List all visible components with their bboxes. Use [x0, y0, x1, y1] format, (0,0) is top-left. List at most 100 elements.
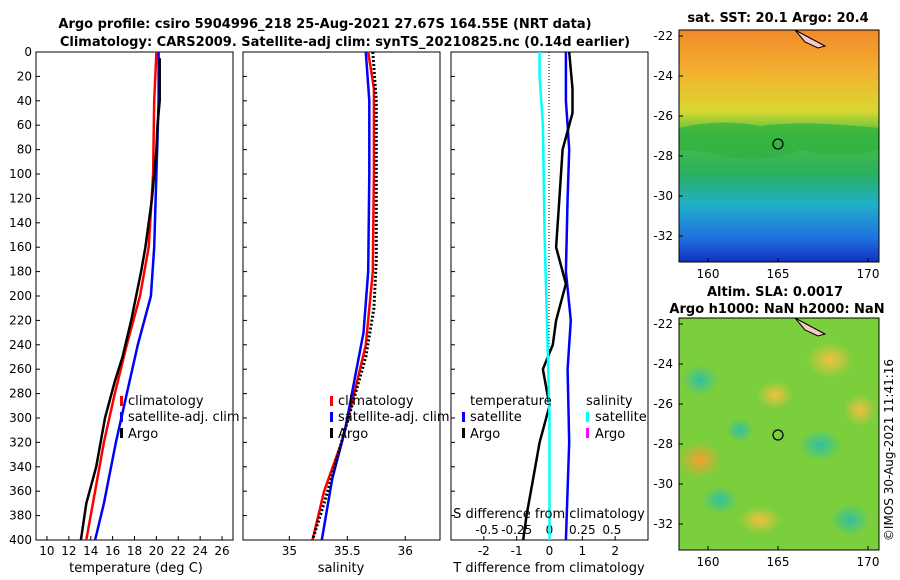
sla-map-title-1: Altim. SLA: 0.0017: [707, 285, 843, 300]
temperature-diff-legend: temperature satellite Argo: [462, 394, 552, 442]
x-tick-label: 24: [193, 544, 208, 558]
legend-swatch-satellite: [330, 412, 333, 422]
series-line: [320, 51, 371, 541]
legend-swatch-satellite: [120, 412, 123, 422]
temperature-xlabel: temperature (deg C): [69, 561, 203, 576]
series-line: [564, 52, 573, 541]
sst-map-frame: [678, 29, 880, 263]
x-tick-label: 16: [105, 544, 120, 558]
map-y-tick-label: -22: [653, 29, 673, 43]
x-tick-label: 35: [282, 544, 297, 558]
x2-tick-label: 0.5: [602, 523, 621, 537]
legend-swatch-climatology: [120, 396, 123, 406]
sst-land: [794, 29, 827, 49]
salinity-axes: [242, 51, 441, 541]
x-tick-label: 14: [83, 544, 98, 558]
x-tick-label: 26: [214, 544, 229, 558]
y-tick-label: 340: [9, 460, 32, 474]
sla-map-title-2: Argo h1000: NaN h2000: NaN: [669, 302, 884, 317]
sla-land: [794, 317, 827, 337]
salinity-legend: climatology satellite-adj. clim Argo: [330, 394, 450, 442]
t-difference-xlabel: T difference from climatology: [452, 561, 645, 576]
series-line: [538, 52, 551, 540]
x2-tick-label: -0.25: [501, 523, 532, 537]
y-tick-label: 200: [9, 289, 32, 303]
series-line: [521, 51, 574, 541]
map-y-tick-label: -32: [653, 517, 673, 531]
y-tick-label: 140: [9, 216, 32, 230]
map-x-tick-label: 170: [857, 267, 880, 281]
map-y-tick-label: -28: [653, 437, 673, 451]
legend-argo: Argo: [338, 427, 368, 442]
series-line: [85, 51, 158, 541]
legend-climatology: climatology: [128, 394, 204, 409]
x-tick-label: 35.5: [334, 544, 361, 558]
map-x-tick-label: 160: [697, 267, 720, 281]
legend-temperature-title: temperature: [470, 394, 552, 409]
legend-t-argo: Argo: [470, 427, 500, 442]
legend-satellite: satellite-adj. clim: [128, 410, 240, 425]
map-y-tick-label: -24: [653, 69, 673, 83]
salinity-panel: 35 35.5 36 salinity climatology satellite-…: [242, 51, 450, 576]
legend-t-satellite: satellite: [470, 410, 522, 425]
legend-argo: Argo: [128, 427, 158, 442]
x-tick-label: -2: [478, 544, 490, 558]
difference-panel: -2 -1 0 1 2 -0.5 -0.25 0 0.25 0.5 T difference f…: [450, 51, 649, 576]
sla-argo-location: [772, 429, 784, 441]
salinity-xlabel: salinity: [318, 561, 365, 576]
map-x-tick-label: 165: [767, 267, 790, 281]
x-tick-label: -1: [511, 544, 523, 558]
map-y-tick-label: -24: [653, 357, 673, 371]
sst-front: [679, 122, 879, 159]
y-tick-label: 160: [9, 240, 32, 254]
y-tick-label: 0: [24, 45, 32, 59]
imos-stamp: ©IMOS 30-Aug-2021 11:41:16: [882, 359, 896, 541]
y-tick-label: 220: [9, 313, 32, 327]
y-tick-label: 320: [9, 435, 32, 449]
map-y-tick-label: -26: [653, 109, 673, 123]
legend-swatch-s-argo: [586, 428, 589, 438]
x-tick-label: 1: [579, 544, 587, 558]
sla-map-frame: [678, 317, 880, 551]
temperature-legend: climatology satellite-adj. clim Argo: [120, 394, 240, 442]
y-tick-label: 300: [9, 411, 32, 425]
map-y-tick-label: -22: [653, 317, 673, 331]
series-line: [93, 52, 160, 541]
y-tick-label: 120: [9, 191, 32, 205]
series-line: [311, 51, 376, 541]
salinity-diff-legend: salinity satellite Argo: [586, 394, 647, 442]
sla-map: Altim. SLA: 0.0017 Argo h1000: NaN h2000…: [653, 285, 884, 569]
sst-argo-location: [772, 138, 784, 150]
map-y-tick-label: -32: [653, 229, 673, 243]
map-y-tick-label: -28: [653, 149, 673, 163]
y-tick-label: 20: [17, 69, 32, 83]
s-difference-xlabel: S difference from climatology: [453, 507, 645, 522]
x-tick-label: 12: [61, 544, 76, 558]
y-tick-label: 400: [9, 533, 32, 547]
legend-salinity-title: salinity: [586, 394, 633, 409]
legend-s-argo: Argo: [595, 427, 625, 442]
y-tick-label: 260: [9, 362, 32, 376]
legend-swatch-t-satellite: [462, 412, 465, 422]
x-tick-label: 0: [546, 544, 554, 558]
legend-swatch-t-argo: [462, 428, 465, 438]
y-tick-label: 100: [9, 167, 32, 181]
series-line: [311, 51, 378, 541]
map-y-tick-label: -30: [653, 189, 673, 203]
x2-tick-label: -0.5: [475, 523, 498, 537]
map-y-tick-label: -26: [653, 397, 673, 411]
legend-climatology: climatology: [338, 394, 414, 409]
y-tick-label: 40: [17, 94, 32, 108]
y-tick-label: 180: [9, 265, 32, 279]
temperature-axes: [35, 51, 234, 541]
legend-satellite: satellite-adj. clim: [338, 410, 450, 425]
temperature-panel: 0 20 40 60 80 100 120 140 160 180 200 220 240 260 280 3…: [9, 45, 455, 576]
title-line-2: Climatology: CARS2009. Satellite-adj cli…: [60, 35, 630, 50]
title-line-1: Argo profile: csiro 5904996_218 25-Aug-2…: [58, 17, 591, 32]
map-x-tick-label: 170: [857, 555, 880, 569]
y-tick-label: 380: [9, 509, 32, 523]
map-y-tick-label: -30: [653, 477, 673, 491]
legend-swatch-argo: [330, 428, 333, 438]
y-tick-label: 280: [9, 387, 32, 401]
